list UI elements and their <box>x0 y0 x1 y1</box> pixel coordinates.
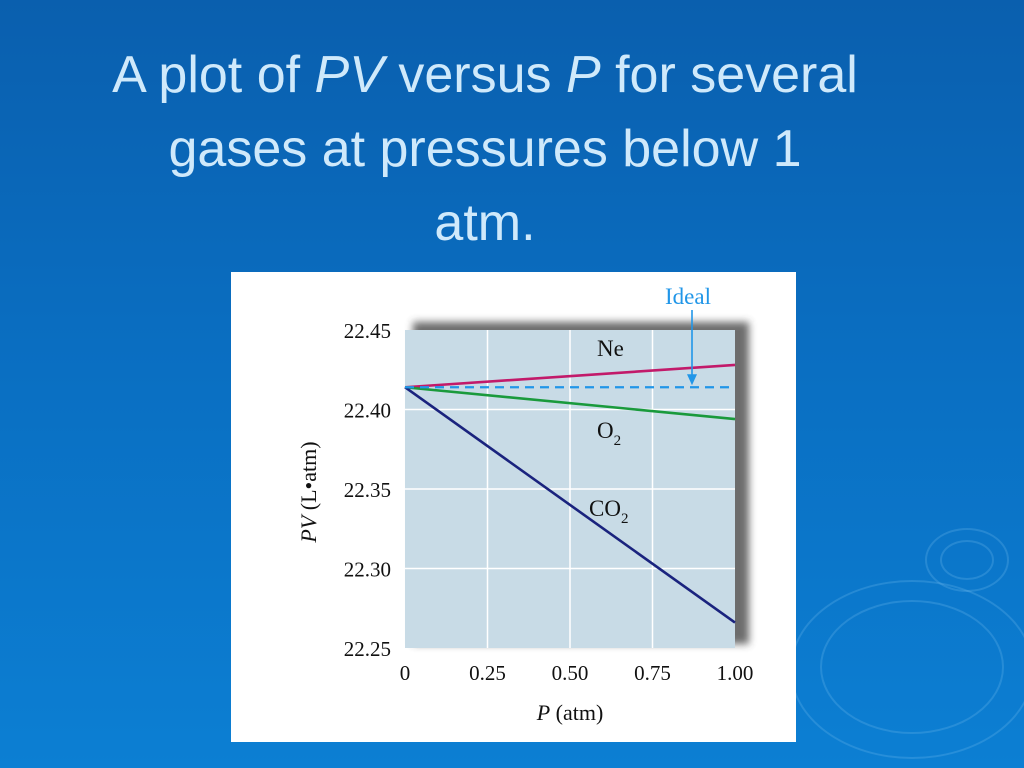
x-axis-label: P (atm) <box>536 700 604 725</box>
ripple-decoration <box>820 600 1004 734</box>
ideal-arrow-head <box>687 374 697 386</box>
series-label-ideal: Ideal <box>665 284 711 309</box>
y-tick-label: 22.30 <box>344 558 391 582</box>
y-tick-label: 22.45 <box>344 319 391 343</box>
y-tick-label: 22.40 <box>344 399 391 423</box>
y-axis-label: PV (L•atm) <box>296 441 321 543</box>
grid-lines <box>405 330 735 648</box>
ripple-decoration <box>790 580 1024 759</box>
series-label-o2: O2 <box>597 418 621 449</box>
series-label-co2: CO2 <box>589 496 628 527</box>
slide-title: A plot of PV versus P for several gases … <box>0 38 970 260</box>
series-line-ne <box>404 363 736 389</box>
series-label-ne: Ne <box>597 336 624 361</box>
x-tick-label: 1.00 <box>717 661 754 685</box>
series-line-o2 <box>404 385 736 421</box>
chart-figure: 22.45 22.40 22.35 22.30 22.25 0 0.25 0.50 0.75 1… <box>231 272 796 742</box>
x-tick-label: 0.25 <box>469 661 506 685</box>
title-line-3: atm. <box>434 194 536 252</box>
x-tick-label: 0.75 <box>634 661 671 685</box>
ripple-decoration <box>940 540 994 580</box>
pv-vs-p-chart: 22.45 22.40 22.35 22.30 22.25 0 0.25 0.50 0.75 1… <box>296 284 754 725</box>
y-tick-labels: 22.45 22.40 22.35 22.30 22.25 <box>344 319 391 661</box>
ripple-decoration <box>925 528 1009 592</box>
series-line-co2 <box>404 386 736 624</box>
series-lines <box>404 363 736 624</box>
y-tick-label: 22.25 <box>344 637 391 661</box>
x-tick-label: 0.50 <box>552 661 589 685</box>
x-tick-label: 0 <box>400 661 411 685</box>
y-tick-label: 22.35 <box>344 478 391 502</box>
series-labels: Ne O2 CO2 Ideal <box>589 284 711 527</box>
title-line-2: gases at pressures below 1 <box>168 120 802 178</box>
title-line-1: A plot of PV versus P for several <box>112 46 858 104</box>
x-tick-labels: 0 0.25 0.50 0.75 1.00 <box>400 661 754 685</box>
